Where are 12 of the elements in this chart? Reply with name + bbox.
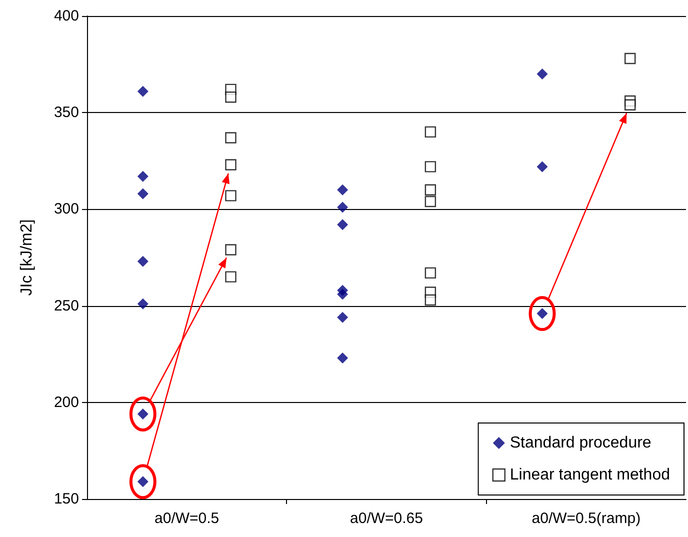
y-tick-label: 400 <box>54 8 79 24</box>
x-tick-label: a0/W=0.65 <box>350 510 423 527</box>
y-tick-label: 350 <box>54 104 79 122</box>
legend-label: Standard procedure <box>510 434 652 452</box>
legend-label: Linear tangent method <box>510 466 670 484</box>
y-tick-label: 250 <box>54 297 79 314</box>
y-tick-label: 150 <box>54 490 79 508</box>
y-tick-label: 200 <box>54 394 79 411</box>
y-axis-title: JIc [kJ/m2] <box>18 219 36 296</box>
y-tick-label: 300 <box>54 200 79 218</box>
x-tick-label: a0/W=0.5(ramp) <box>532 510 641 527</box>
x-tick-label: a0/W=0.5 <box>154 510 220 527</box>
